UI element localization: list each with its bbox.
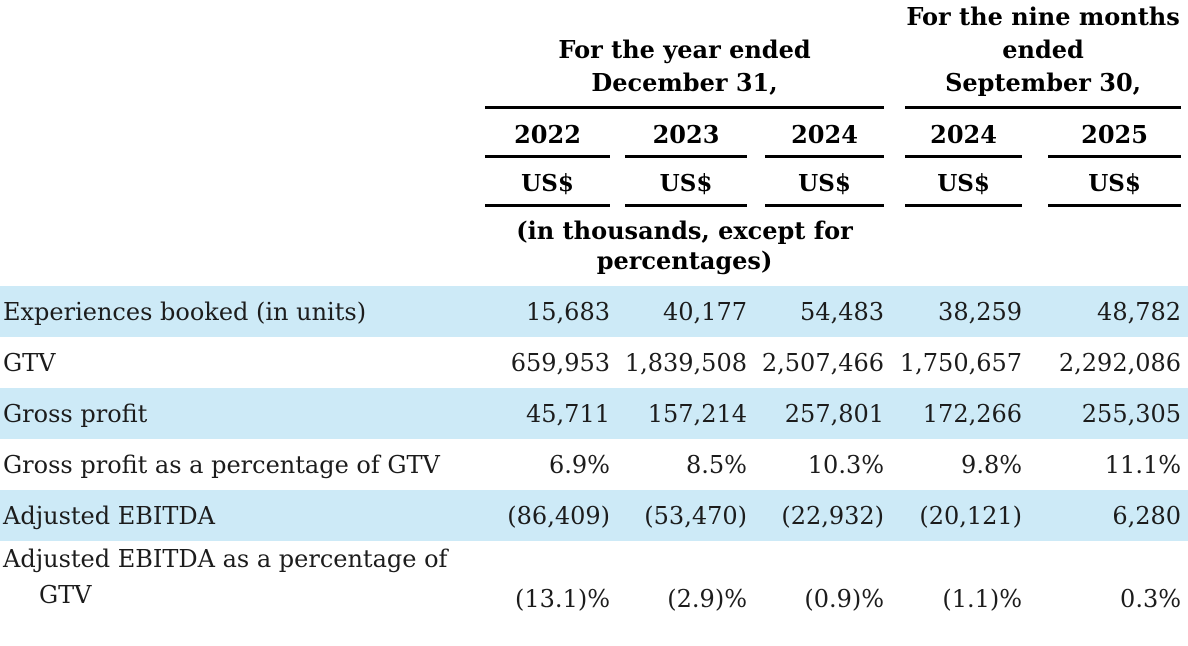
currency-header-col4: US$ xyxy=(884,158,1023,207)
value-cell: (86,409) xyxy=(485,490,610,541)
col-group-nine-months-label: For the nine months ended September 30, xyxy=(905,0,1182,109)
header-spacer xyxy=(884,207,1188,286)
currency-label: US$ xyxy=(625,158,747,207)
value-cell: 0.3% xyxy=(1120,585,1182,613)
table-row-adjusted-ebitda: Adjusted EBITDA (86,409) (53,470) (22,93… xyxy=(0,490,1188,541)
header-spacer xyxy=(0,207,485,286)
table-row-gross-profit-pct: Gross profit as a percentage of GTV 6.9%… xyxy=(0,439,1188,490)
value-cell: 9.8% xyxy=(961,450,1023,479)
currency-header-col3: US$ xyxy=(747,158,885,207)
currency-label: US$ xyxy=(485,158,610,207)
value-cell: 157,214 xyxy=(610,388,747,439)
value-cell: 8.5% xyxy=(686,450,747,479)
value-cell: (1.1)% xyxy=(942,585,1023,613)
value-cell: 38,259 xyxy=(884,286,1023,337)
year-header-col2: 2023 xyxy=(610,109,747,158)
value-cell: 11.1% xyxy=(1104,450,1182,479)
currency-header-row: US$ US$ US$ US$ US$ xyxy=(0,158,1188,207)
table-row-experiences-booked: Experiences booked (in units) 15,683 40,… xyxy=(0,286,1188,337)
year-header-col5: 2025 xyxy=(1022,109,1188,158)
group-label-line: For the year ended xyxy=(558,35,811,64)
value-cell: (2.9)% xyxy=(667,585,747,613)
year-label: 2025 xyxy=(1048,109,1182,158)
value-cell: (22,932) xyxy=(747,490,885,541)
row-label: Adjusted EBITDA as a percentage of GTV xyxy=(3,545,448,609)
value-cell: (53,470) xyxy=(610,490,747,541)
units-note-line: percentages) xyxy=(596,246,773,275)
value-cell: 257,801 xyxy=(747,388,885,439)
row-label: GTV xyxy=(3,348,56,377)
value-cell: 48,782 xyxy=(1022,286,1188,337)
year-label: 2024 xyxy=(765,109,885,158)
value-cell: 2,292,086 xyxy=(1058,348,1182,377)
currency-label: US$ xyxy=(905,158,1023,207)
header-spacer xyxy=(0,0,485,109)
period-group-header-row: For the year ended December 31, For the … xyxy=(0,0,1188,109)
year-header-col3: 2024 xyxy=(747,109,885,158)
units-note-line: (in thousands, except for xyxy=(516,216,853,245)
group-label-line: ended xyxy=(1002,35,1084,64)
currency-header-col2: US$ xyxy=(610,158,747,207)
value-cell: 1,750,657 xyxy=(899,348,1023,377)
currency-label: US$ xyxy=(1048,158,1182,207)
row-label: Experiences booked (in units) xyxy=(0,286,485,337)
value-cell: (13.1)% xyxy=(515,585,610,613)
value-cell: 659,953 xyxy=(510,348,610,377)
table-row-gross-profit: Gross profit 45,711 157,214 257,801 172,… xyxy=(0,388,1188,439)
row-label: Adjusted EBITDA xyxy=(0,490,485,541)
year-label: 2024 xyxy=(905,109,1023,158)
value-cell: 40,177 xyxy=(610,286,747,337)
currency-header-col1: US$ xyxy=(485,158,610,207)
group-label-line: September 30, xyxy=(945,68,1141,97)
col-group-nine-months: For the nine months ended September 30, xyxy=(884,0,1188,109)
header-spacer xyxy=(0,109,485,158)
year-header-row: 2022 2023 2024 2024 2025 xyxy=(0,109,1188,158)
group-label-line: December 31, xyxy=(591,68,778,97)
value-cell: 6.9% xyxy=(549,450,610,479)
col-group-year-ended-label: For the year ended December 31, xyxy=(485,33,885,109)
value-cell: 6,280 xyxy=(1022,490,1188,541)
group-label-line: For the nine months xyxy=(906,2,1180,31)
financial-summary-table: For the year ended December 31, For the … xyxy=(0,0,1188,622)
value-cell: 15,683 xyxy=(485,286,610,337)
currency-label: US$ xyxy=(765,158,885,207)
units-note-row: (in thousands, except for percentages) xyxy=(0,207,1188,286)
currency-header-col5: US$ xyxy=(1022,158,1188,207)
table-row-adjusted-ebitda-pct: Adjusted EBITDA as a percentage of GTV (… xyxy=(0,541,1188,622)
header-spacer xyxy=(0,158,485,207)
col-group-year-ended: For the year ended December 31, xyxy=(485,0,885,109)
value-cell: 45,711 xyxy=(485,388,610,439)
value-cell: (0.9)% xyxy=(804,585,885,613)
value-cell: 2,507,466 xyxy=(761,348,885,377)
year-header-col4: 2024 xyxy=(884,109,1023,158)
value-cell: (20,121) xyxy=(884,490,1023,541)
row-label: Gross profit as a percentage of GTV xyxy=(3,450,440,479)
row-label: Gross profit xyxy=(0,388,485,439)
table-row-gtv: GTV 659,953 1,839,508 2,507,466 1,750,65… xyxy=(0,337,1188,388)
value-cell: 172,266 xyxy=(884,388,1023,439)
value-cell: 1,839,508 xyxy=(624,348,747,377)
units-note: (in thousands, except for percentages) xyxy=(485,207,884,286)
year-label: 2023 xyxy=(625,109,747,158)
year-header-col1: 2022 xyxy=(485,109,610,158)
value-cell: 10.3% xyxy=(807,450,885,479)
year-label: 2022 xyxy=(485,109,610,158)
value-cell: 54,483 xyxy=(747,286,885,337)
value-cell: 255,305 xyxy=(1022,388,1188,439)
